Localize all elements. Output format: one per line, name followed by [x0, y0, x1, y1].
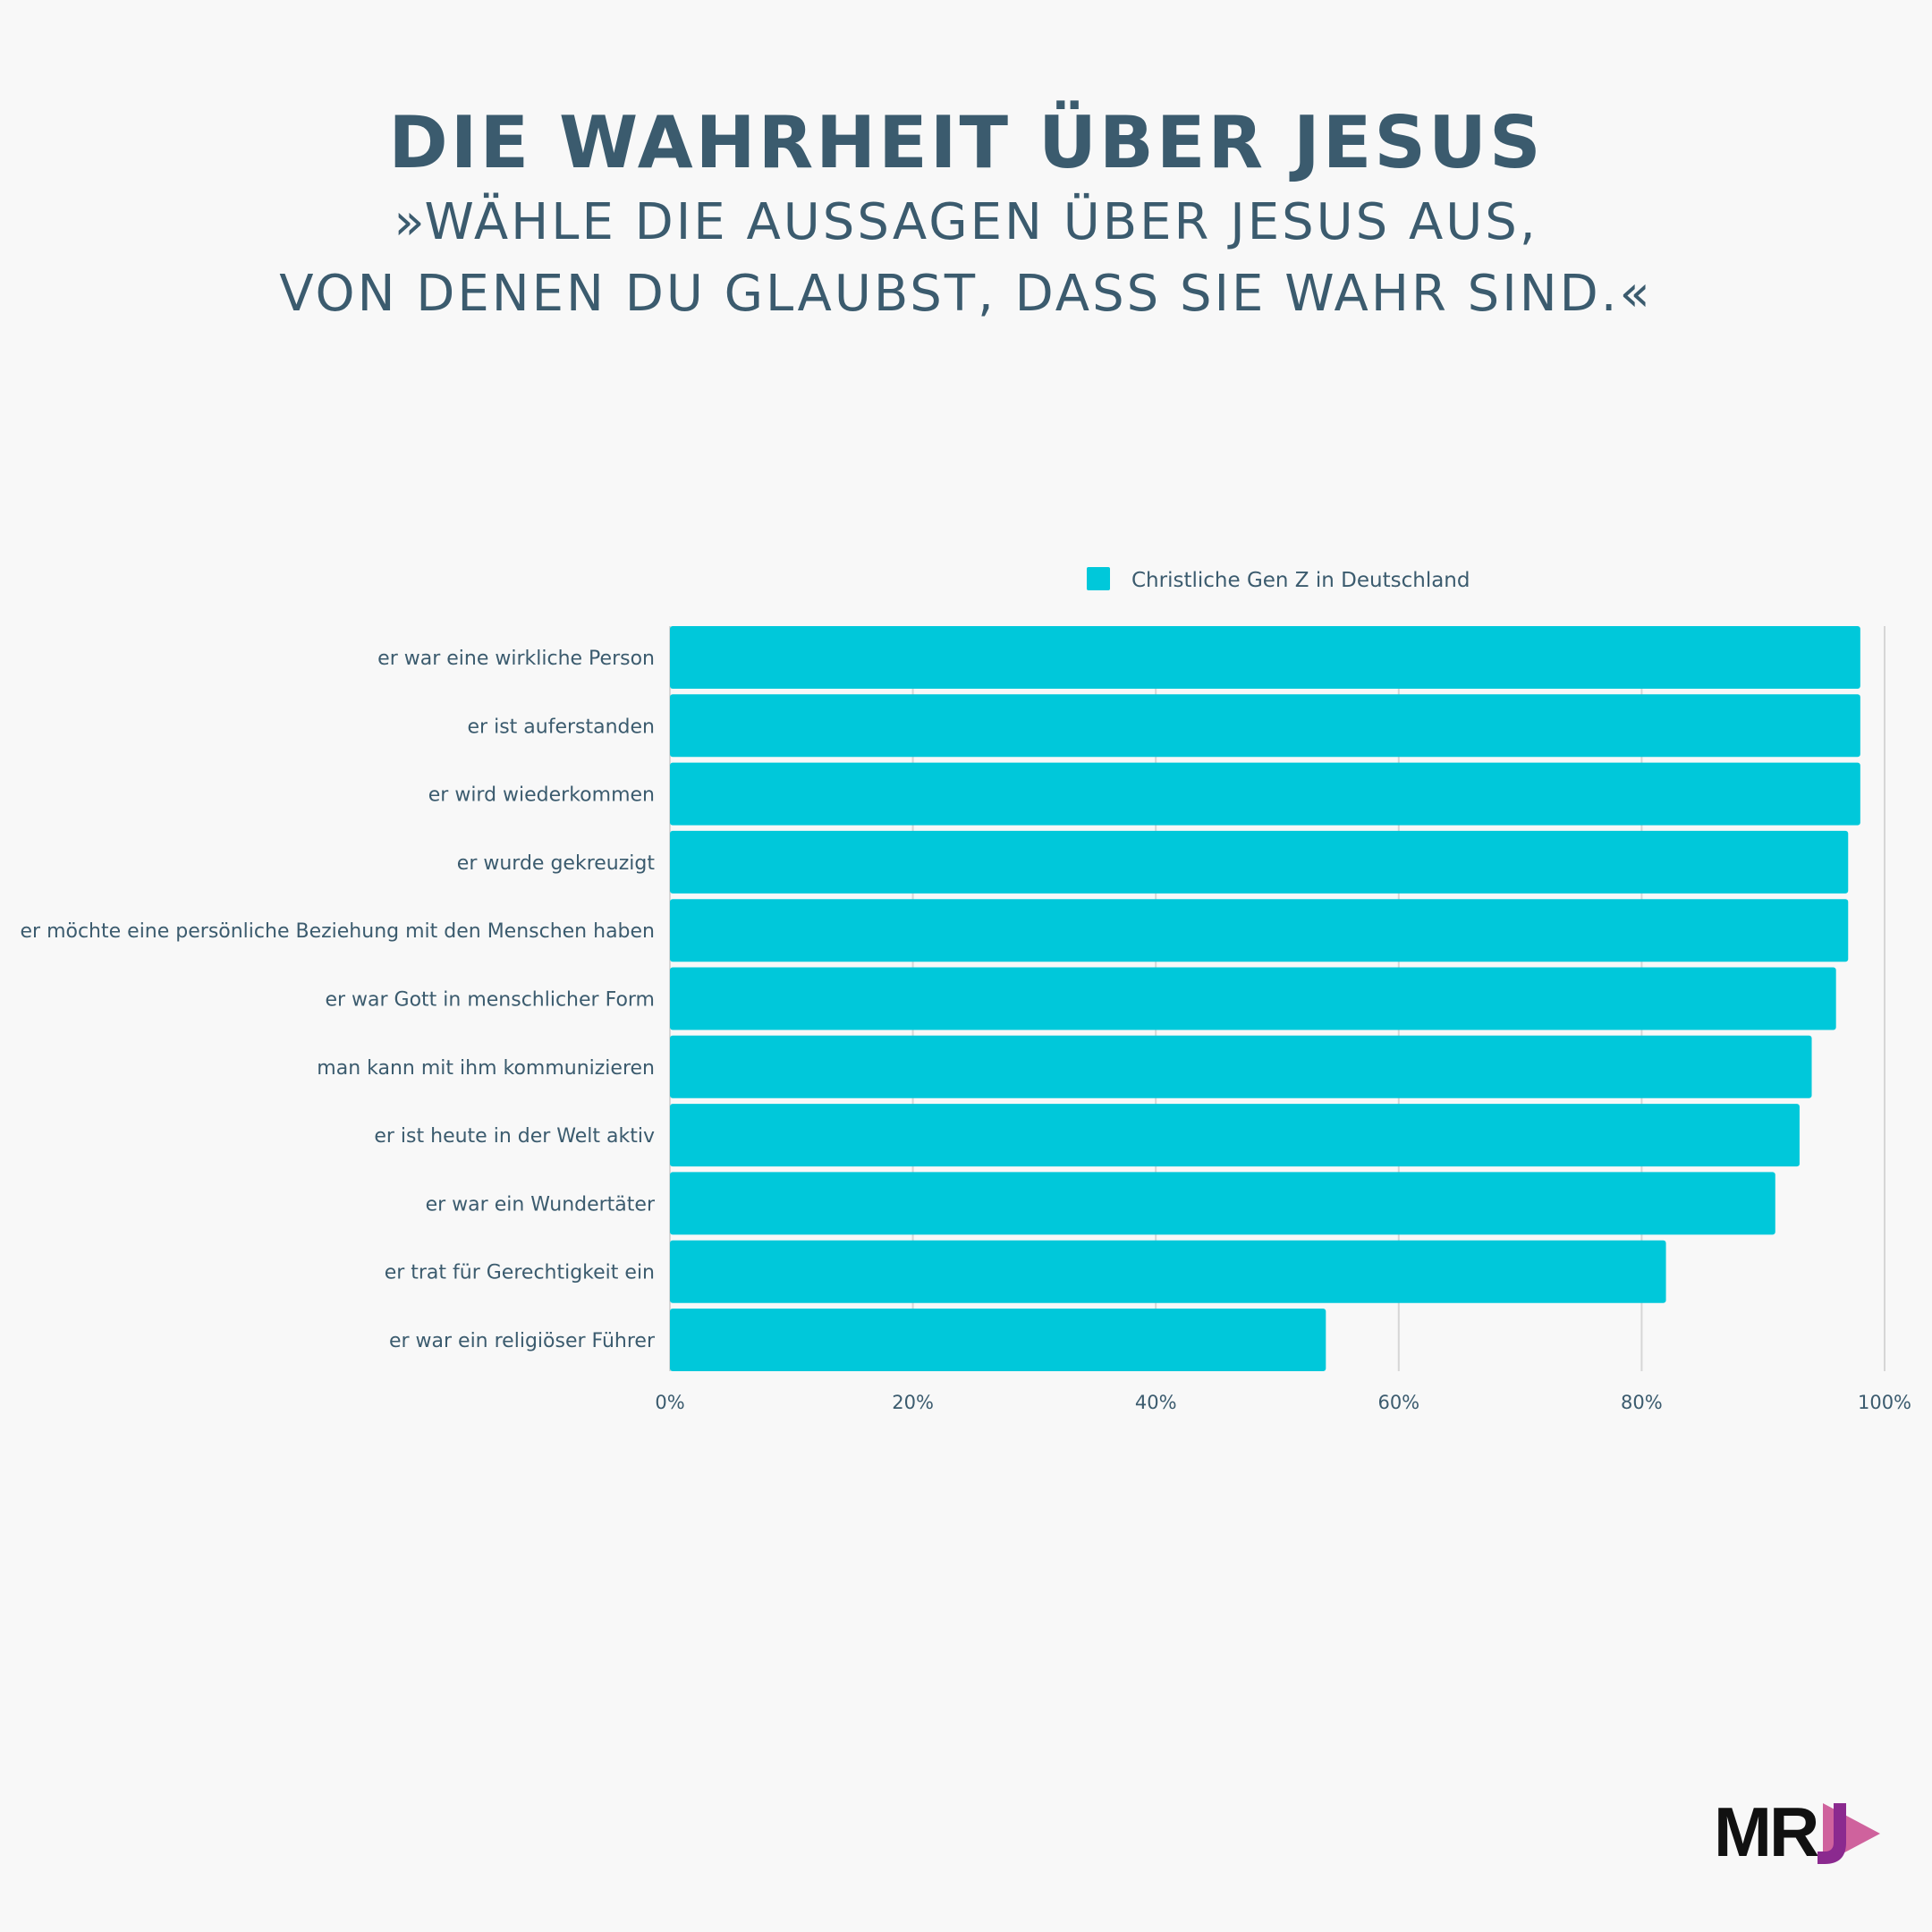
category-label-8: er war ein Wundertäter [426, 1193, 656, 1216]
bar-2 [670, 762, 1860, 826]
x-tick-label-3: 60% [1377, 1392, 1419, 1413]
category-label-4: er möchte eine persönliche Beziehung mit… [21, 920, 656, 943]
category-label-9: er trat für Gerechtigkeit ein [385, 1262, 655, 1284]
bar-3 [670, 830, 1849, 894]
chart-subtitle-line-2: VON DENEN DU GLAUBST, DASS SIE WAHR SIND… [279, 265, 1653, 323]
x-tick-label-4: 80% [1621, 1392, 1663, 1413]
bar-5 [670, 967, 1836, 1030]
mrj-logo: MR [1714, 1796, 1884, 1868]
legend-swatch [1087, 567, 1110, 590]
category-label-6: man kann mit ihm kommunizieren [317, 1057, 655, 1080]
chart-subtitle-line-1: »WÄHLE DIE AUSSAGEN ÜBER JESUS AUS, [394, 193, 1538, 251]
category-label-0: er war eine wirkliche Person [377, 648, 655, 670]
bar-0 [670, 626, 1860, 689]
category-label-5: er war Gott in menschlicher Form [325, 989, 655, 1012]
category-label-7: er ist heute in der Welt aktiv [374, 1125, 655, 1148]
x-tick-label-1: 20% [892, 1392, 934, 1413]
bar-9 [670, 1240, 1666, 1303]
category-label-10: er war ein religiöser Führer [389, 1330, 656, 1352]
x-tick-label-2: 40% [1135, 1392, 1177, 1413]
bar-10 [670, 1309, 1326, 1371]
bar-4 [670, 899, 1849, 962]
x-tick-label-5: 100% [1858, 1392, 1911, 1413]
category-label-3: er wurde gekreuzigt [457, 852, 656, 875]
bar-1 [670, 694, 1860, 758]
category-label-2: er wird wiederkommen [428, 784, 655, 807]
chart-title: DIE WAHRHEIT ÜBER JESUS [388, 101, 1544, 184]
bar-6 [670, 1035, 1812, 1098]
x-tick-label-0: 0% [655, 1392, 684, 1413]
legend-label: Christliche Gen Z in Deutschland [1131, 569, 1470, 592]
logo-play-icon [1818, 1803, 1880, 1864]
bar-7 [670, 1104, 1800, 1167]
logo-text: MR [1714, 1792, 1819, 1871]
category-label-1: er ist auferstanden [468, 716, 655, 738]
bar-8 [670, 1172, 1775, 1235]
